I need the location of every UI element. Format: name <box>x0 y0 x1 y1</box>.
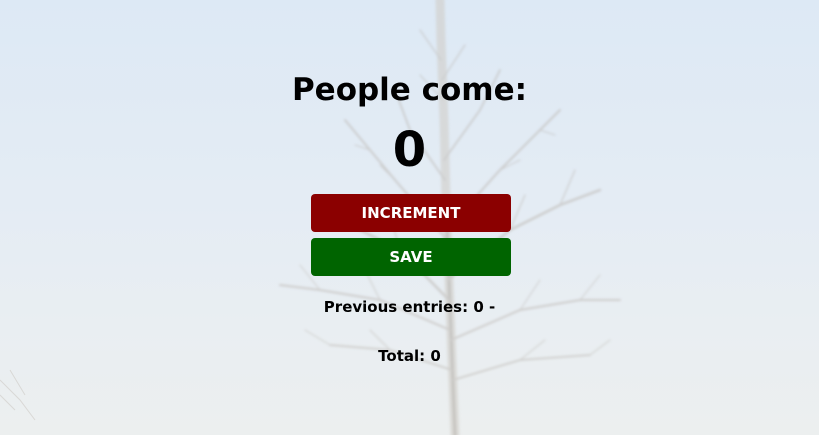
total-value: 0 <box>430 347 441 365</box>
previous-entries: Previous entries: 0 - <box>0 297 819 317</box>
save-button[interactable]: SAVE <box>311 238 511 276</box>
increment-button[interactable]: INCREMENT <box>311 194 511 232</box>
previous-entries-value: 0 - <box>473 298 496 316</box>
page-title: People come: <box>291 72 528 108</box>
previous-entries-label: Previous entries: <box>323 298 469 316</box>
counter-value: 0 <box>392 122 427 178</box>
total-label: Total: <box>378 347 426 365</box>
total-count: Total: 0 <box>0 346 819 366</box>
